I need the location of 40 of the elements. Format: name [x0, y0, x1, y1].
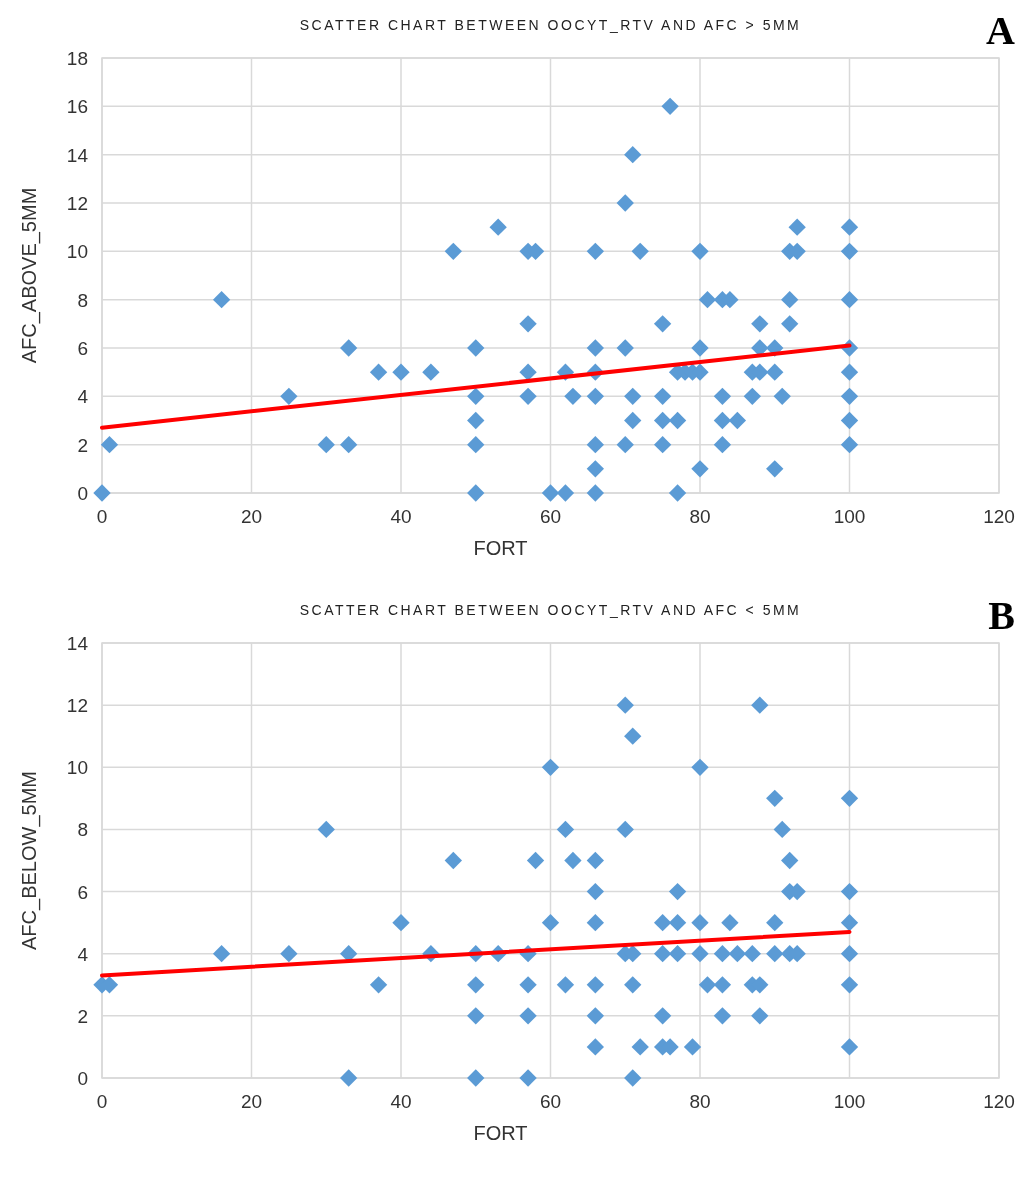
text: B: [988, 593, 1015, 638]
x-tick-label: 40: [390, 1091, 412, 1112]
y-tick-label: 4: [77, 386, 89, 408]
y-tick-label: 12: [66, 193, 88, 214]
x-tick-label: 0: [96, 506, 108, 527]
chart-title: SCATTER CHART BETWEEN OOCYT_RTV AND AFC > 5MM: [299, 17, 802, 33]
x-tick-label: 100: [833, 1091, 866, 1112]
y-tick-label: 8: [77, 819, 88, 841]
x-tick-label: 80: [689, 1091, 711, 1112]
x-tick-label: 80: [689, 506, 711, 527]
y-tick-label: 14: [66, 144, 89, 166]
x-tick-label: 0: [96, 1091, 108, 1112]
x-tick-label: 60: [539, 1091, 562, 1112]
y-tick-label: 6: [77, 338, 88, 359]
x-tick-label: 60: [539, 506, 562, 527]
x-tick-label: 120: [983, 1091, 1015, 1112]
x-tick-label: 120: [983, 506, 1015, 527]
y-axis-title: AFC_BELOW_5MM: [18, 771, 41, 950]
y-tick-label: 10: [66, 757, 88, 779]
y-tick-label: 2: [77, 1005, 88, 1027]
y-tick-label: 8: [77, 289, 88, 311]
y-tick-label: 2: [77, 434, 88, 456]
x-tick-label: 20: [240, 506, 263, 527]
y-tick-label: 4: [77, 943, 89, 965]
x-tick-label: 100: [833, 506, 866, 527]
x-axis-title: FORT: [473, 1122, 528, 1144]
y-tick-label: 6: [77, 881, 88, 903]
chart-title: SCATTER CHART BETWEEN OOCYT_RTV AND AFC < 5MM: [299, 602, 802, 618]
y-tick-label: 12: [66, 695, 88, 717]
x-tick-label: 20: [240, 1091, 263, 1112]
y-tick-label: 0: [77, 483, 88, 504]
y-tick-label: 16: [66, 96, 88, 118]
x-axis-title: FORT: [473, 537, 528, 559]
text: A: [986, 8, 1016, 53]
y-tick-label: 14: [66, 633, 89, 654]
y-tick-label: 10: [66, 241, 88, 263]
y-tick-label: 0: [77, 1068, 88, 1089]
x-tick-label: 40: [390, 506, 412, 527]
y-axis-title: AFC_ABOVE_5MM: [18, 187, 41, 364]
y-tick-label: 18: [66, 48, 88, 69]
